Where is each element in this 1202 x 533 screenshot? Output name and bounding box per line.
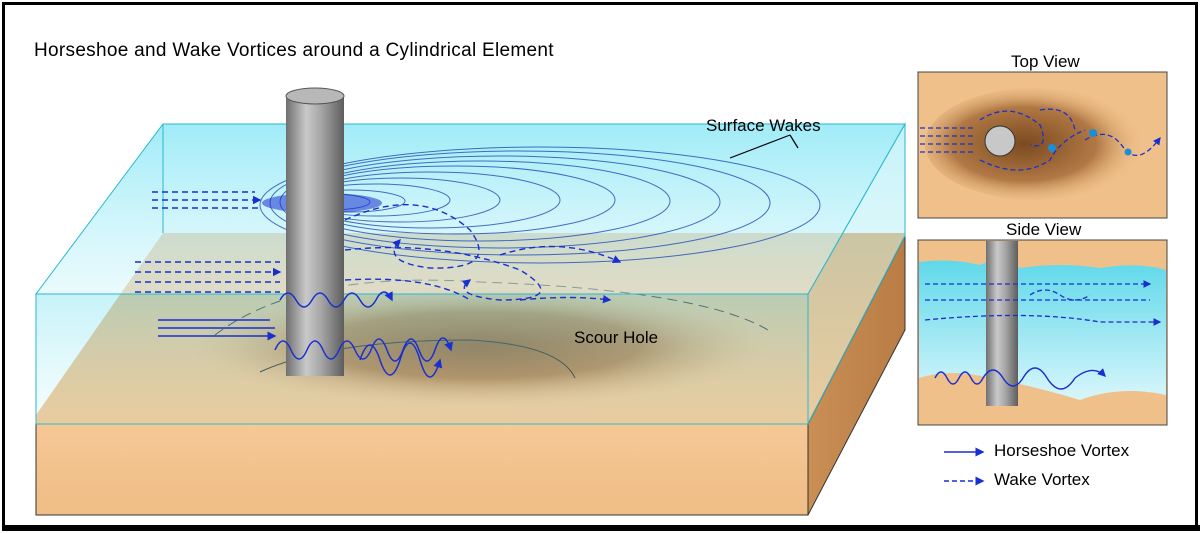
label-scour-hole: Scour Hole xyxy=(574,328,659,347)
top-view-inset xyxy=(917,71,1168,219)
side-view-inset xyxy=(917,239,1168,426)
upstream-flow-lines xyxy=(135,191,282,293)
surface-wakes-pointer xyxy=(729,134,799,159)
legend xyxy=(944,447,985,486)
top-view-cylinder xyxy=(984,125,1016,157)
label-surface-wakes: Surface Wakes xyxy=(706,116,821,135)
legend-horseshoe-label: Horseshoe Vortex xyxy=(994,441,1130,460)
wake-vortex-loops xyxy=(344,204,622,304)
sediment-front-face xyxy=(35,423,809,516)
horseshoe-vortex-loops xyxy=(274,291,453,378)
figure-title: Horseshoe and Wake Vortices around a Cyl… xyxy=(34,40,554,61)
water-top-surface xyxy=(35,123,906,295)
water-front-face xyxy=(35,293,809,425)
side-view-cylinder xyxy=(986,241,1018,406)
cylinder xyxy=(285,87,345,376)
horseshoe-approach-lines xyxy=(158,319,277,341)
main-block xyxy=(35,122,906,516)
label-top-view: Top View xyxy=(1011,52,1080,71)
label-side-view: Side View xyxy=(1006,220,1082,239)
legend-wake-label: Wake Vortex xyxy=(994,470,1090,489)
frame-bottom-border xyxy=(2,525,1200,531)
